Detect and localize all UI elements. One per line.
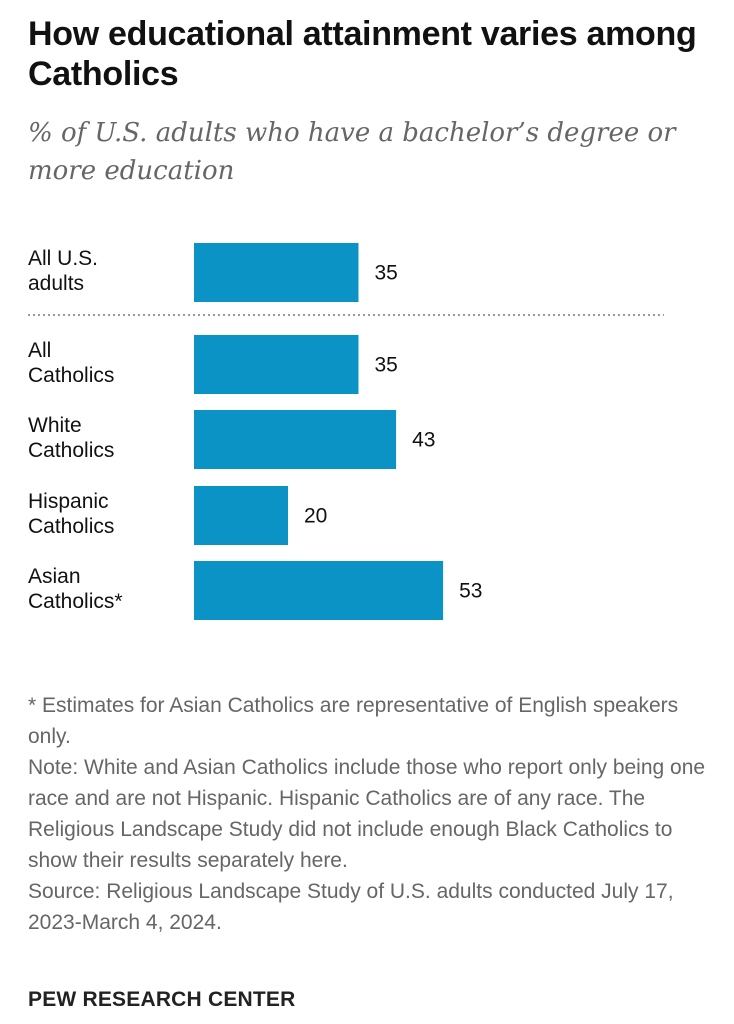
category-label-1: All Catholics — [28, 339, 114, 387]
source-text: Source: Religious Landscape Study of U.S… — [28, 880, 674, 934]
chart-notes: * Estimates for Asian Catholics are repr… — [28, 690, 708, 938]
asterisk-note: * Estimates for Asian Catholics are repr… — [28, 694, 679, 748]
bar-2 — [194, 410, 397, 469]
category-label-4: Asian Catholics* — [28, 565, 123, 613]
bar-1 — [194, 335, 359, 394]
value-label-3: 20 — [304, 505, 327, 528]
value-label-1: 35 — [375, 354, 398, 377]
bar-4 — [194, 561, 444, 620]
bar-0 — [194, 243, 359, 302]
chart-title: How educational attainment varies among … — [28, 15, 697, 93]
value-label-0: 35 — [375, 262, 398, 285]
brand-logo-text: PEW RESEARCH CENTER — [28, 988, 296, 1011]
bar-chart: 35 All U.S. adults 35 All Catholics 43 White Cat… — [28, 243, 664, 620]
category-label-0: All U.S. adults — [28, 247, 98, 295]
category-label-3: Hispanic Catholics — [28, 490, 114, 538]
bar-3 — [194, 486, 288, 545]
value-label-2: 43 — [412, 429, 435, 452]
value-label-4: 53 — [459, 580, 482, 603]
note-text: Note: White and Asian Catholics include … — [28, 756, 706, 872]
chart-subtitle: % of U.S. adults who have a bachelor’s d… — [28, 118, 676, 186]
category-label-2: White Catholics — [28, 414, 114, 462]
